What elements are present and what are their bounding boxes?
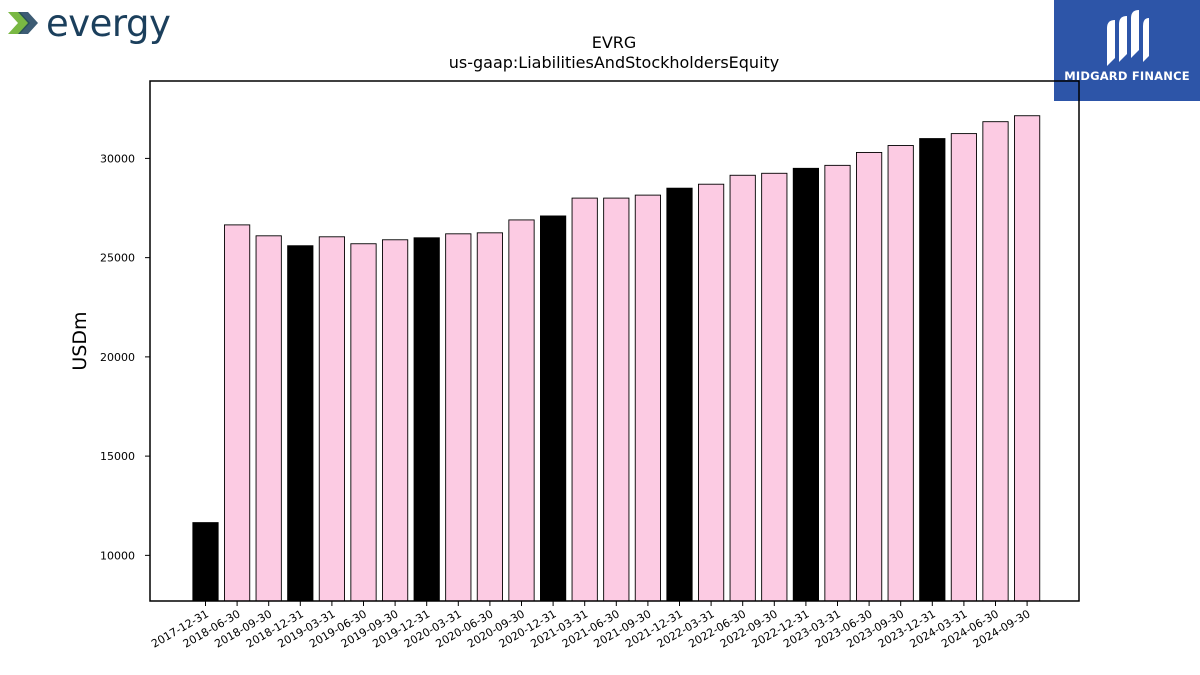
bar-2019-09-30 bbox=[382, 239, 409, 602]
bar-2021-09-30 bbox=[634, 194, 661, 602]
bar-2022-06-30 bbox=[729, 174, 756, 602]
bar-2024-09-30 bbox=[1014, 115, 1041, 602]
bar-2024-06-30 bbox=[982, 121, 1009, 602]
bar-2021-06-30 bbox=[603, 197, 630, 602]
bar-2022-03-31 bbox=[698, 183, 725, 602]
chart-subtitle: us-gaap:LiabilitiesAndStockholdersEquity bbox=[449, 53, 780, 72]
bar-2019-06-30 bbox=[350, 243, 377, 602]
bar-2018-06-30 bbox=[223, 224, 251, 602]
bar-2020-09-30 bbox=[508, 219, 535, 602]
bar-2023-09-30 bbox=[887, 145, 914, 602]
evergy-chevron-icon bbox=[8, 12, 38, 34]
y-tick-label: 10000 bbox=[100, 549, 135, 562]
evergy-logo: evergy bbox=[6, 1, 171, 45]
bar-series bbox=[192, 115, 1041, 602]
y-tick-label: 20000 bbox=[100, 351, 135, 364]
bar-2018-09-30 bbox=[255, 235, 282, 602]
midgard-emblem-icon bbox=[1107, 10, 1149, 66]
bar-2017-12-31 bbox=[192, 522, 219, 602]
plot-frame bbox=[149, 80, 1080, 602]
bar-2020-06-30 bbox=[476, 232, 503, 602]
bar-2022-12-31 bbox=[792, 167, 819, 602]
bar-2021-03-31 bbox=[571, 197, 598, 602]
chart-title: EVRG bbox=[592, 33, 637, 52]
bar-2019-03-31 bbox=[318, 236, 345, 602]
midgard-finance-logo: MIDGARD FINANCE bbox=[1054, 0, 1200, 101]
evergy-wordmark: evergy bbox=[46, 1, 171, 45]
y-tick-label: 15000 bbox=[100, 450, 135, 463]
y-tick-label: 30000 bbox=[100, 152, 135, 165]
y-axis: 10000 15000 20000 25000 30000 bbox=[100, 152, 150, 562]
bar-2018-12-31 bbox=[287, 245, 314, 602]
bar-2020-03-31 bbox=[445, 233, 472, 602]
y-tick-label: 25000 bbox=[100, 252, 135, 265]
bar-2023-12-31 bbox=[919, 138, 946, 602]
bar-2023-06-30 bbox=[856, 151, 883, 602]
bar-2024-03-31 bbox=[950, 133, 977, 602]
bar-2019-12-31 bbox=[413, 237, 440, 602]
midgard-wordmark: MIDGARD FINANCE bbox=[1064, 69, 1190, 83]
bar-2023-03-31 bbox=[824, 164, 851, 602]
x-axis: 2017-12-312018-06-302018-09-302018-12-31… bbox=[149, 601, 1033, 651]
bar-2022-09-30 bbox=[761, 172, 788, 602]
bar-2021-12-31 bbox=[666, 187, 693, 602]
bar-2020-12-31 bbox=[540, 215, 567, 602]
y-axis-label: USDm bbox=[69, 311, 91, 370]
